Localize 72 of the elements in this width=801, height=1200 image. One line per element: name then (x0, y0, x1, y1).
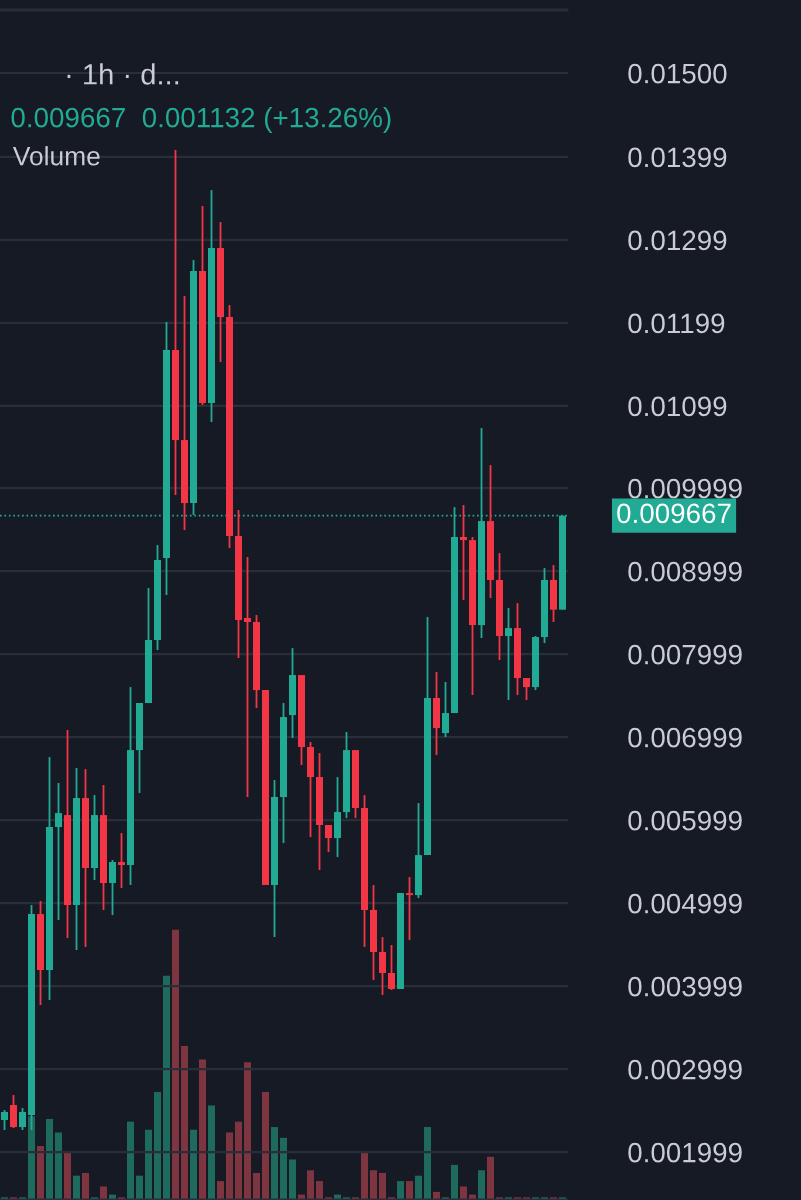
bar (451, 1164, 458, 1200)
bar (406, 1181, 413, 1200)
bar (370, 1170, 377, 1200)
y-tick-label: 0.004999 (628, 893, 742, 914)
ref-line-label: 0.009667 (617, 503, 731, 524)
candlestick (19, 1107, 26, 1131)
bar (73, 1175, 80, 1200)
y-tick-label: 0.01299 (628, 230, 727, 251)
bar (154, 1091, 161, 1200)
text: 0.009667 0.001132 (+13.26%) (11, 107, 391, 133)
bar (64, 1151, 71, 1200)
bar (289, 1159, 296, 1200)
y-tick-label: 0.006999 (628, 727, 742, 748)
bar (37, 1145, 44, 1200)
bar (487, 1156, 494, 1200)
candlestick (325, 824, 332, 853)
bar (226, 1132, 233, 1200)
bar (262, 1091, 269, 1200)
bar (46, 1118, 53, 1200)
bar (307, 1170, 314, 1200)
candlestick (460, 504, 467, 601)
bar (460, 1186, 467, 1200)
candlestick (109, 859, 116, 916)
candlestick (55, 782, 62, 921)
bar (244, 1062, 251, 1200)
y-tick-label: 0.009999 (628, 478, 742, 499)
bar (271, 1127, 278, 1200)
bar (217, 1181, 224, 1200)
bar (235, 1121, 242, 1200)
candlestick (244, 556, 251, 798)
y-tick-label: 0.01099 (628, 396, 727, 417)
bar (424, 1127, 431, 1200)
candlestick (1, 1109, 8, 1131)
candlestick (505, 607, 512, 701)
y-tick-label: 0.007999 (628, 644, 742, 665)
bar (127, 1121, 134, 1200)
bar (316, 1181, 323, 1200)
bar (145, 1129, 152, 1200)
annotation: Volume (12, 146, 100, 166)
y-tick-label: 0.01399 (628, 147, 727, 168)
bar (181, 1046, 188, 1200)
bar (397, 1181, 404, 1200)
bar (361, 1151, 368, 1200)
bar (163, 975, 170, 1200)
text: · 1h · d... (67, 63, 179, 85)
bar (280, 1137, 287, 1200)
candlestick (523, 677, 530, 701)
bar (478, 1170, 485, 1200)
y-tick-label: 0.01199 (628, 313, 725, 334)
y-tick-label: 0.003999 (628, 976, 742, 997)
bar (82, 1172, 89, 1200)
bar (100, 1186, 107, 1200)
candlestick (442, 681, 449, 738)
y-tick-label: 0.01500 (628, 63, 727, 84)
bar (208, 1105, 215, 1200)
y-tick-label: 0.002999 (628, 1059, 742, 1080)
candlestick (10, 1094, 17, 1129)
candlestick (118, 832, 125, 889)
y-tick-label: 0.001999 (628, 1142, 742, 1163)
bar (55, 1132, 62, 1200)
bar (172, 929, 179, 1200)
candlestick (388, 944, 395, 991)
bar (199, 1059, 206, 1200)
y-tick-label: 0.005999 (628, 810, 742, 831)
candlestick (379, 936, 386, 996)
candlestick (406, 876, 413, 941)
bar (379, 1172, 386, 1200)
bar (136, 1175, 143, 1200)
bar (415, 1175, 422, 1200)
bar (253, 1172, 260, 1200)
bar (190, 1129, 197, 1200)
y-tick-label: 0.008999 (628, 561, 742, 582)
